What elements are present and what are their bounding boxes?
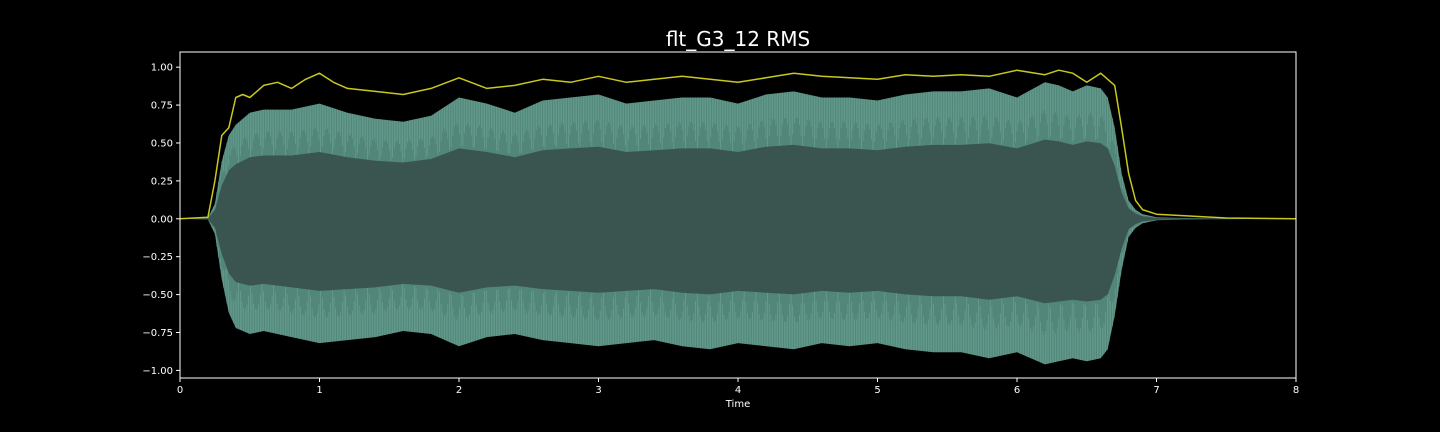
y-tick-label: 0.50 bbox=[151, 138, 173, 149]
x-tick-label: 0 bbox=[177, 385, 183, 396]
plot-area bbox=[180, 69, 1296, 365]
y-tick-label: 1.00 bbox=[151, 63, 173, 74]
x-tick-label: 6 bbox=[1014, 385, 1020, 396]
y-tick-label: −1.00 bbox=[142, 366, 173, 377]
rms-line bbox=[180, 69, 1296, 220]
x-tick-label: 1 bbox=[316, 385, 322, 396]
waveform-core bbox=[180, 139, 1296, 304]
y-tick-label: −0.50 bbox=[142, 290, 173, 301]
y-tick-label: 0.25 bbox=[151, 176, 173, 187]
y-tick-label: 0.75 bbox=[151, 101, 173, 112]
x-tick-label: 5 bbox=[874, 385, 880, 396]
x-tick-label: 4 bbox=[735, 385, 741, 396]
x-tick-label: 7 bbox=[1153, 385, 1159, 396]
x-tick-label: 2 bbox=[456, 385, 462, 396]
y-tick-label: −0.25 bbox=[142, 252, 173, 263]
x-tick-label: 8 bbox=[1293, 385, 1299, 396]
x-tick-label: 3 bbox=[595, 385, 601, 396]
y-tick-label: 0.00 bbox=[151, 214, 173, 225]
x-axis: 0 1 2 3 4 5 6 7 8 bbox=[177, 378, 1299, 396]
chart-title: flt_G3_12 RMS bbox=[666, 27, 810, 51]
x-axis-label: Time bbox=[725, 399, 750, 410]
y-axis: 1.00 0.75 0.50 0.25 0.00 −0.25 −0.50 −0.75 −1.00 bbox=[142, 63, 180, 377]
y-tick-label: −0.75 bbox=[142, 328, 173, 339]
